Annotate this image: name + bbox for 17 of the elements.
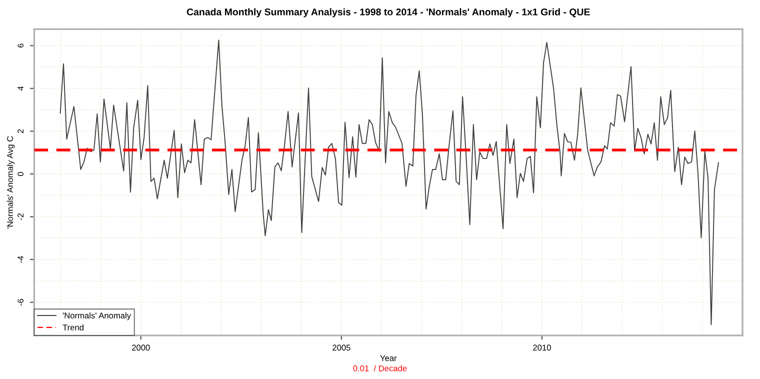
y-tick-label: -6 — [18, 298, 24, 306]
x-tick-label: 2005 — [332, 344, 350, 351]
legend-label: Trend — [62, 324, 84, 330]
y-tick-label: 6 — [18, 44, 24, 48]
text: 0.01 / Decade — [353, 365, 407, 372]
y-tick-label: 2 — [18, 129, 24, 134]
y-tick-label: -2 — [18, 213, 24, 220]
y-tick-label: -4 — [18, 256, 24, 263]
chart-title: Canada Monthly Summary Analysis - 1998 to 2014 - 'Normals' Anomaly - 1x1 Grid - QUE — [186, 8, 590, 18]
y-tick-label: 4 — [18, 86, 24, 91]
y-axis-title: 'Normals' Anomaly Avg C — [6, 136, 15, 228]
x-axis-title: Year — [380, 355, 397, 362]
x-tick-label: 2010 — [533, 344, 551, 351]
x-tick-label: 2000 — [132, 344, 150, 351]
y-tick-label: 0 — [18, 172, 24, 176]
legend-label: 'Normals' Anomaly — [62, 312, 131, 320]
line-series — [60, 40, 719, 326]
